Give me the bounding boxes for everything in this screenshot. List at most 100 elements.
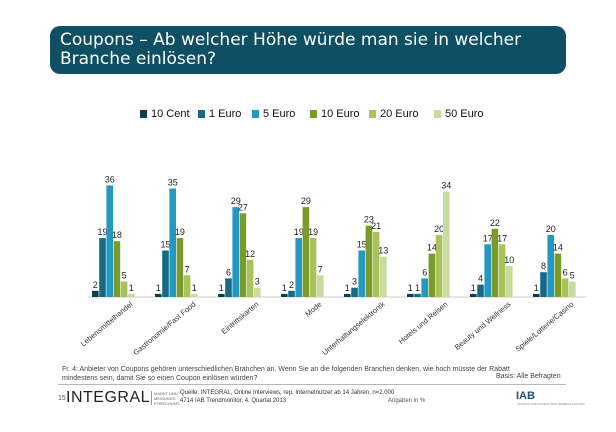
bar-2-0: [218, 293, 225, 297]
bar-0-4: [120, 281, 128, 297]
data-label-6-2: 17: [483, 233, 493, 243]
data-label-3-3: 29: [301, 196, 311, 206]
data-label-2-4: 12: [245, 249, 255, 259]
category-label-5: Hotels und Reisen: [397, 300, 450, 346]
data-label-1-2: 35: [168, 178, 178, 188]
logo-divider: [151, 391, 152, 405]
category-label-4: Unterhaltungselektronik: [320, 299, 386, 357]
basis-note: Basis: Alle Befragten: [496, 373, 561, 380]
bar-4-1: [351, 287, 358, 297]
bar-7-5: [569, 281, 576, 297]
legend-item: 1 Euro: [198, 108, 241, 120]
bar-5-0: [407, 293, 414, 297]
data-label-0-3: 18: [112, 230, 122, 240]
source-line-2: 4714 IAB Trendmonitor, 4. Quartal 2013: [180, 398, 287, 404]
data-label-7-3: 14: [553, 243, 563, 253]
bar-1-5: [191, 293, 198, 297]
data-label-6-0: 1: [471, 283, 476, 293]
bar-3-3: [302, 207, 310, 297]
data-label-5-4: 20: [434, 224, 444, 234]
data-label-2-1: 6: [226, 267, 231, 277]
data-label-1-1: 15: [160, 240, 170, 250]
bar-3-5: [317, 275, 324, 297]
bar-3-0: [281, 293, 288, 297]
data-label-7-0: 1: [534, 283, 539, 293]
legend-item: 10 Cent: [140, 108, 190, 120]
bar-3-4: [309, 238, 317, 297]
legend-item: 50 Euro: [434, 108, 484, 120]
data-label-5-2: 6: [422, 267, 427, 277]
data-label-1-4: 7: [185, 264, 190, 274]
bar-5-5: [443, 191, 450, 297]
legend-swatch: [252, 110, 259, 118]
bar-7-2: [547, 235, 554, 297]
data-label-2-3: 27: [238, 202, 248, 212]
bar-6-0: [470, 293, 477, 297]
data-label-7-5: 5: [570, 271, 575, 281]
bar-6-4: [498, 244, 506, 297]
bar-5-4: [435, 235, 443, 297]
data-label-6-3: 22: [490, 218, 500, 228]
bar-2-1: [225, 278, 232, 297]
data-label-4-4: 21: [371, 221, 381, 231]
category-label-0: Lebensmittelhandel: [79, 299, 135, 348]
bar-6-1: [477, 284, 484, 297]
legend-swatch: [198, 110, 205, 118]
data-label-2-0: 1: [219, 283, 224, 293]
bar-4-4: [372, 231, 380, 297]
data-label-1-3: 19: [175, 227, 185, 237]
question-footnote: Fr. 4: Anbieter von Coupons gehören unte…: [62, 366, 510, 382]
data-label-3-2: 19: [294, 227, 304, 237]
bar-1-0: [155, 293, 162, 297]
data-label-1-5: 1: [192, 283, 197, 293]
legend-swatch: [140, 110, 147, 118]
legend-label: 20 Euro: [380, 108, 419, 120]
bar-1-1: [162, 250, 169, 297]
data-label-4-3: 23: [364, 215, 374, 225]
bar-2-5: [254, 287, 261, 297]
data-label-7-2: 20: [546, 224, 556, 234]
data-label-3-4: 19: [308, 227, 318, 237]
legend-item: 20 Euro: [369, 108, 419, 120]
data-label-6-5: 10: [504, 255, 514, 265]
data-label-7-1: 8: [541, 261, 546, 271]
data-label-1-0: 1: [156, 283, 161, 293]
category-label-7: Spiele/Lotterie/Casino: [513, 300, 575, 354]
data-label-2-5: 3: [255, 277, 260, 287]
legend-swatch: [369, 110, 376, 118]
bar-2-2: [232, 207, 239, 297]
data-label-3-0: 1: [282, 283, 287, 293]
bar-5-1: [414, 293, 421, 297]
legend-label: 5 Euro: [263, 108, 296, 120]
bar-0-0: [92, 290, 99, 297]
data-label-5-3: 14: [427, 243, 437, 253]
bar-2-3: [239, 213, 247, 297]
data-label-3-5: 7: [318, 264, 323, 274]
data-label-5-1: 1: [415, 283, 420, 293]
bar-7-3: [554, 253, 562, 297]
data-label-4-0: 1: [345, 283, 350, 293]
bar-7-1: [540, 272, 547, 297]
iab-logo-subtitle: INTERACTIVE ADVERTISING BUREAU AUSTRIA: [517, 402, 585, 406]
page-title: Coupons – Ab welcher Höhe würde man sie …: [60, 30, 522, 69]
data-label-5-0: 1: [408, 283, 413, 293]
bar-4-3: [365, 225, 373, 297]
bar-7-0: [533, 293, 540, 297]
legend-label: 1 Euro: [209, 108, 242, 120]
legend-label: 10 Cent: [151, 108, 190, 120]
bar-0-1: [99, 238, 106, 297]
bar-0-2: [106, 185, 113, 297]
data-label-0-1: 19: [97, 227, 107, 237]
legend-swatch: [434, 110, 441, 118]
bar-6-2: [484, 244, 491, 297]
data-label-4-5: 13: [378, 246, 388, 256]
bar-6-3: [491, 228, 499, 297]
bar-1-3: [176, 238, 184, 297]
data-label-3-1: 2: [289, 280, 294, 290]
bar-1-2: [169, 188, 176, 297]
bar-3-2: [295, 238, 302, 297]
bar-4-2: [358, 250, 365, 297]
data-label-6-4: 17: [497, 233, 507, 243]
legend-swatch: [310, 110, 317, 118]
data-label-2-2: 29: [231, 196, 241, 206]
